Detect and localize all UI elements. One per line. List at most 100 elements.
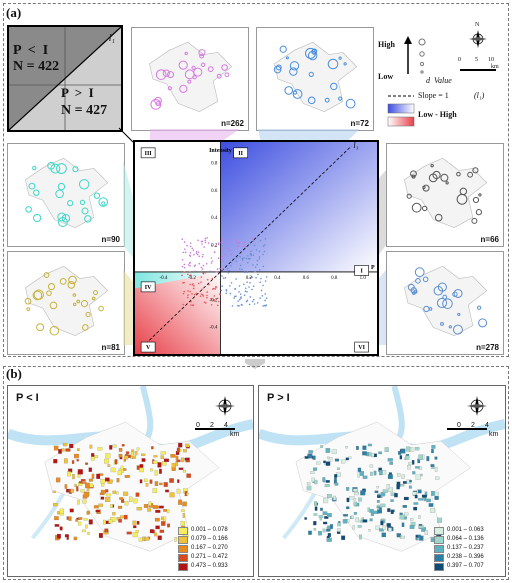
site-circle	[50, 163, 61, 174]
scatter-point	[244, 245, 247, 248]
parcel	[171, 462, 176, 468]
legend-class-5: 0.473 – 0.933	[191, 563, 228, 569]
parcel	[118, 519, 122, 523]
minimap-shape	[404, 265, 488, 336]
scatter-point	[243, 241, 246, 244]
parcel	[325, 461, 331, 466]
scatter-point	[256, 302, 259, 304]
scatter-point	[255, 249, 258, 251]
parcel	[362, 445, 367, 450]
parcel	[323, 460, 326, 464]
y-tick-label: 0.6	[211, 189, 218, 194]
parcel	[150, 468, 153, 472]
scatter-point	[243, 257, 245, 259]
scatter-point	[264, 293, 267, 295]
parcel	[117, 505, 123, 509]
parcel	[353, 511, 357, 515]
scatter-point	[252, 254, 255, 256]
parcel	[170, 454, 176, 458]
site-circle	[49, 325, 60, 336]
parcel	[434, 456, 438, 460]
scatter-point	[206, 296, 208, 299]
scatter-point	[216, 297, 219, 300]
site-circle	[472, 167, 479, 174]
parcel	[71, 460, 75, 464]
parcel	[426, 498, 431, 503]
parcel	[434, 495, 439, 500]
inset-top-text1: P < I	[13, 43, 49, 58]
parcel	[313, 528, 317, 531]
site-circle	[91, 296, 96, 301]
site-circle	[81, 207, 89, 215]
scatter-point	[190, 304, 192, 306]
svg-text:VI: VI	[358, 345, 365, 351]
parcel	[112, 512, 116, 516]
scatter-point	[210, 298, 212, 300]
parcel	[430, 464, 435, 468]
site-circle	[93, 290, 99, 296]
scatter-point	[189, 283, 191, 286]
map-title: P < I	[16, 392, 39, 404]
site-circle	[85, 311, 91, 318]
parcel	[176, 488, 181, 494]
map-graphic	[8, 386, 253, 552]
parcel	[403, 496, 409, 501]
site-circle	[475, 209, 482, 216]
scatter-point	[197, 251, 200, 253]
parcel	[394, 492, 398, 498]
parcel	[379, 528, 384, 532]
scatter-point	[219, 267, 221, 270]
parcel	[139, 479, 143, 484]
parcel	[183, 469, 186, 473]
parcel	[360, 490, 366, 496]
scatter-point	[253, 298, 255, 301]
legend-compass-n: N	[475, 22, 480, 28]
site-circle	[279, 45, 287, 53]
parcel	[52, 490, 56, 494]
site-circle	[477, 305, 482, 310]
parcel	[59, 526, 63, 531]
parcel	[136, 521, 140, 525]
svg-text:V: V	[146, 345, 151, 351]
parcel	[343, 514, 348, 517]
svg-text:III: III	[145, 151, 153, 157]
parcel	[124, 500, 129, 506]
parcel	[63, 458, 68, 464]
scatter-point	[181, 258, 184, 261]
scatter-point	[183, 271, 186, 273]
minimap-quadrant-i: n=66	[386, 143, 504, 247]
parcel	[400, 535, 405, 539]
scatter-point	[263, 250, 266, 253]
site-circle	[472, 196, 480, 204]
scatter-point	[235, 239, 238, 241]
minimap-quadrant-v: n=81	[7, 251, 125, 355]
parcel	[136, 447, 140, 451]
parcel	[80, 478, 86, 482]
site-circle	[436, 297, 448, 309]
parcel	[337, 467, 340, 470]
parcel	[396, 533, 401, 538]
parcel	[153, 460, 158, 464]
scatter-point	[187, 273, 189, 276]
parcel	[181, 509, 185, 512]
parcel	[331, 449, 337, 454]
parcel	[370, 512, 375, 516]
site-circle	[72, 293, 77, 297]
parcel	[322, 521, 328, 525]
site-circle	[56, 163, 67, 174]
parcel	[160, 455, 165, 459]
scatter-point	[201, 243, 203, 245]
parcel	[160, 451, 166, 455]
parcel	[346, 506, 350, 510]
site-circle	[47, 282, 56, 291]
site-circle	[442, 294, 448, 300]
parcel	[87, 532, 90, 535]
parcel	[109, 445, 113, 450]
parcel	[161, 521, 166, 526]
parcel	[166, 509, 170, 514]
minimap-shape	[24, 265, 109, 336]
parcel	[431, 445, 436, 449]
parcel	[56, 511, 60, 515]
parcel	[85, 483, 90, 489]
parcel	[141, 453, 146, 456]
